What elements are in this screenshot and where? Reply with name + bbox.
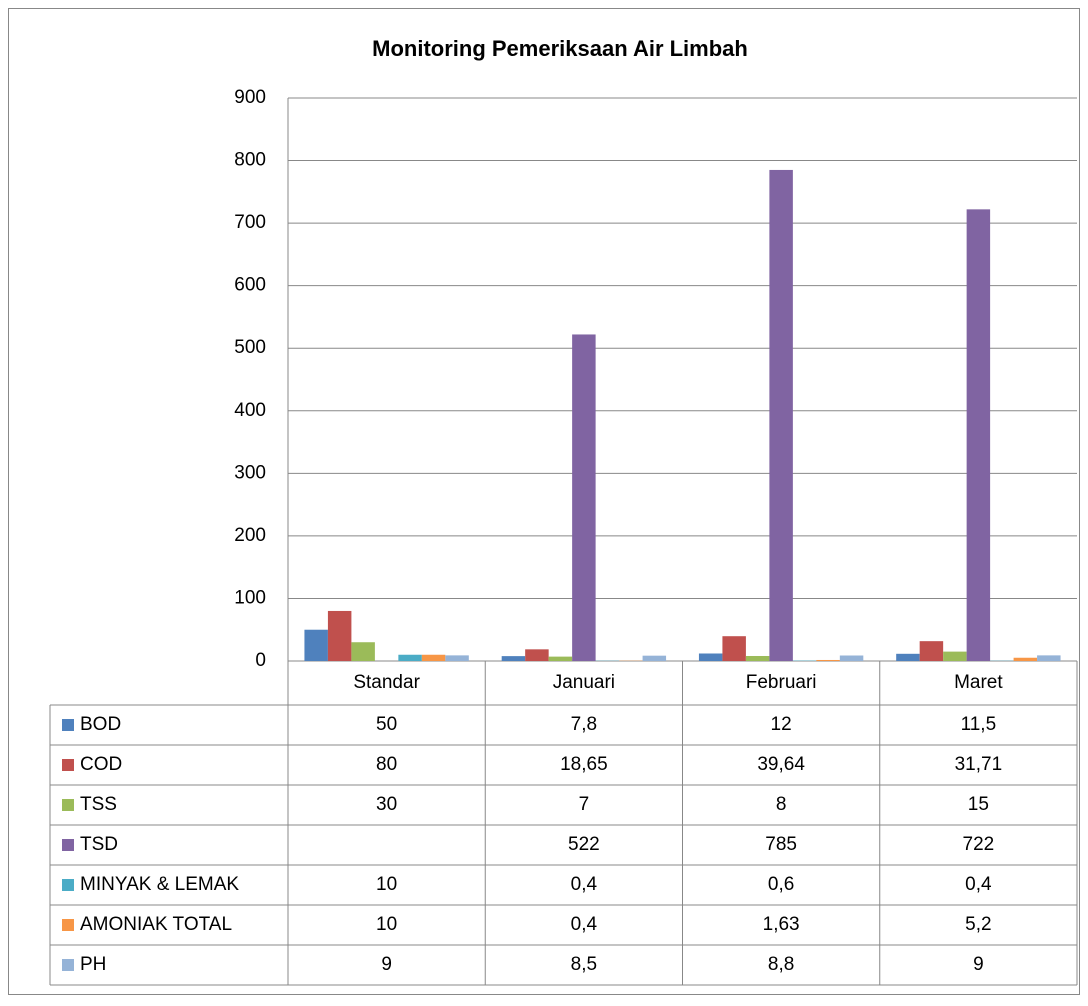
table-value: 9	[973, 954, 984, 975]
legend-label: TSS	[80, 794, 117, 815]
bar	[967, 209, 990, 661]
bar	[943, 652, 966, 661]
bar	[351, 642, 374, 661]
chart-title: Monitoring Pemeriksaan Air Limbah	[372, 36, 748, 61]
bar	[816, 660, 839, 661]
table-value: 5,2	[965, 914, 991, 935]
bar	[572, 334, 595, 661]
bar	[920, 641, 943, 661]
y-tick-label: 600	[234, 275, 266, 296]
bar	[840, 655, 863, 661]
y-tick-label: 800	[234, 150, 266, 171]
bar	[896, 654, 919, 661]
bar	[1037, 655, 1060, 661]
legend-label: BOD	[80, 714, 121, 735]
bar	[525, 649, 548, 661]
bar	[398, 655, 421, 661]
bar	[304, 630, 327, 661]
table-value: 0,4	[965, 874, 992, 895]
bar	[445, 655, 468, 661]
y-tick-label: 400	[234, 400, 266, 421]
table-value: 522	[568, 834, 600, 855]
y-tick-label: 300	[234, 462, 266, 483]
table-value: 722	[963, 834, 995, 855]
table-value: 10	[376, 914, 397, 935]
table-value: 8,8	[768, 954, 794, 975]
table-value: 18,65	[560, 754, 608, 775]
table-value: 12	[771, 714, 792, 735]
y-tick-label: 900	[234, 87, 266, 108]
legend-swatch	[62, 719, 74, 731]
x-tick-label: Januari	[553, 672, 615, 693]
y-tick-label: 100	[234, 587, 266, 608]
legend-swatch	[62, 759, 74, 771]
legend-swatch	[62, 959, 74, 971]
table-value: 30	[376, 794, 397, 815]
bar	[746, 656, 769, 661]
table-value: 50	[376, 714, 397, 735]
bar	[722, 636, 745, 661]
table-value: 8	[776, 794, 787, 815]
table-value: 1,63	[763, 914, 800, 935]
bar	[549, 657, 572, 661]
table-value: 39,64	[757, 754, 805, 775]
table-value: 11,5	[961, 714, 997, 735]
y-tick-label: 200	[234, 525, 266, 546]
x-tick-label: Standar	[353, 672, 420, 693]
legend-swatch	[62, 799, 74, 811]
x-tick-label: Maret	[954, 672, 1003, 693]
bar	[502, 656, 525, 661]
table-value: 0,4	[571, 914, 598, 935]
legend-swatch	[62, 839, 74, 851]
chart-frame	[9, 9, 1080, 995]
table-value: 0,6	[768, 874, 794, 895]
table-value: 9	[381, 954, 392, 975]
table-value: 10	[376, 874, 397, 895]
legend-label: AMONIAK TOTAL	[80, 914, 232, 935]
x-tick-label: Februari	[746, 672, 817, 693]
y-tick-label: 0	[255, 650, 266, 671]
table-value: 785	[765, 834, 797, 855]
table-value: 7,8	[571, 714, 597, 735]
bar	[769, 170, 792, 661]
table-value: 80	[376, 754, 397, 775]
legend-label: PH	[80, 954, 106, 975]
y-tick-label: 700	[234, 212, 266, 233]
legend-label: MINYAK & LEMAK	[80, 874, 239, 895]
table-value: 7	[579, 794, 590, 815]
table-value: 8,5	[571, 954, 597, 975]
bar	[1014, 658, 1037, 661]
y-tick-label: 500	[234, 337, 266, 358]
legend-label: COD	[80, 754, 122, 775]
bar	[643, 656, 666, 661]
bar	[328, 611, 351, 661]
table-value: 31,71	[955, 754, 1003, 775]
legend-swatch	[62, 919, 74, 931]
table-value: 15	[968, 794, 989, 815]
table-value: 0,4	[571, 874, 598, 895]
legend-swatch	[62, 879, 74, 891]
legend-label: TSD	[80, 834, 118, 855]
bar	[422, 655, 445, 661]
bar	[699, 653, 722, 661]
